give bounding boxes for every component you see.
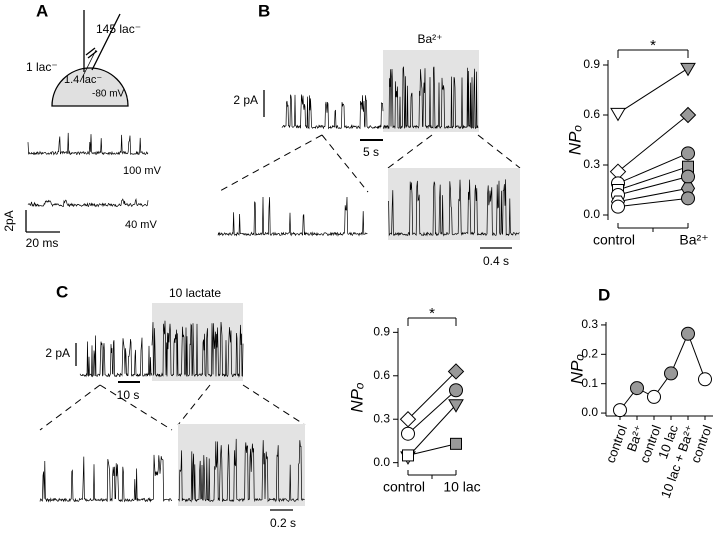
panel-label: B [258, 1, 270, 20]
marker [402, 449, 414, 462]
marker [450, 437, 462, 450]
cell-diagram [51, 10, 129, 107]
label: 0.2 s [270, 516, 296, 530]
zoom-guide [217, 134, 323, 193]
y-tick-label: 0.0 [583, 207, 600, 221]
label: 1.4 lac⁻ [64, 74, 102, 86]
trace [79, 335, 153, 378]
panel-label: D [598, 285, 610, 304]
marker [647, 389, 661, 404]
pair-line [617, 187, 689, 203]
trace [27, 197, 149, 208]
x-tick-label: 10 lac [443, 479, 480, 495]
trace [387, 179, 520, 237]
trace [151, 320, 244, 378]
zoom-guide [477, 134, 521, 169]
zoom-guide [99, 384, 173, 431]
pair-line [617, 166, 689, 191]
label: 2 pA [233, 93, 258, 107]
zoom-guide [387, 134, 433, 169]
trace [39, 454, 173, 503]
label: 2pA [2, 210, 16, 231]
y-tick-label: 0.0 [581, 405, 598, 419]
label: 0.4 s [483, 254, 509, 268]
y-axis-label: NPₒ [565, 125, 584, 155]
label: 10 lactate [169, 286, 221, 300]
line [619, 332, 706, 411]
marker [680, 62, 696, 77]
trace [382, 66, 479, 130]
y-tick-label: 0.3 [583, 157, 600, 171]
y-axis-label: NPₒ [567, 354, 586, 384]
marker [610, 107, 626, 122]
label: 5 s [363, 145, 379, 159]
significance: * [650, 37, 656, 54]
pair-line [407, 443, 457, 456]
arrow [79, 49, 97, 83]
pair-line [407, 404, 457, 458]
marker [448, 399, 464, 413]
label: 20 ms [26, 236, 59, 250]
marker [681, 146, 695, 161]
label: Ba²⁺ [417, 32, 442, 46]
label: 145 lac⁻ [96, 22, 141, 36]
zoom-guide [321, 134, 369, 193]
marker [664, 366, 678, 381]
label: 2 pA [45, 346, 70, 360]
pair-line [407, 371, 457, 420]
y-tick-label: 0.0 [373, 455, 390, 469]
pair-line [617, 197, 689, 208]
panel-label: C [56, 282, 68, 301]
marker [613, 403, 627, 418]
highlight [388, 168, 520, 240]
x-tick-label: control [593, 232, 635, 248]
y-tick-label: 0.9 [583, 57, 600, 71]
x-tick-label: control [383, 479, 425, 495]
trace [177, 438, 305, 503]
marker [630, 381, 644, 396]
pipette [91, 13, 121, 71]
marker [681, 326, 695, 341]
marker [698, 372, 712, 387]
label: 40 mV [125, 219, 157, 231]
electrode-gap [87, 50, 98, 59]
y-axis-label: NPₒ [347, 382, 366, 412]
label: -80 mV [92, 89, 125, 100]
y-tick-label: 0.3 [581, 317, 598, 331]
x-tick-label: Ba²⁺ [679, 232, 708, 248]
y-tick-label: 0.6 [373, 368, 390, 382]
zoom-guide [39, 384, 101, 431]
y-tick-label: 0.2 [581, 346, 598, 360]
label: 1 lac⁻ [26, 60, 58, 74]
zoom-guide [177, 384, 211, 426]
marker [447, 363, 465, 380]
pair-line [617, 67, 689, 114]
y-tick-label: 0.3 [373, 411, 390, 425]
trace [217, 196, 368, 237]
y-tick-label: 0.9 [373, 325, 390, 339]
pair-line [617, 114, 689, 173]
marker [679, 106, 697, 124]
label: 100 mV [123, 165, 162, 177]
trace [281, 94, 384, 130]
label: 10 s [117, 388, 140, 402]
marker [681, 169, 695, 184]
marker [449, 383, 463, 398]
trace [27, 132, 149, 156]
highlight [383, 50, 479, 132]
y-tick-label: 0.6 [583, 107, 600, 121]
zoom-guide [242, 384, 306, 426]
panel-label: A [36, 1, 48, 20]
significance: * [429, 305, 435, 322]
marker [401, 426, 415, 441]
pair-line [617, 176, 689, 196]
y-tick-label: 0.1 [581, 376, 598, 390]
marker [681, 191, 695, 206]
highlight [178, 424, 305, 506]
pair-line [617, 152, 689, 184]
marker [611, 199, 625, 214]
electrode-gap [85, 47, 96, 56]
pair-line [407, 389, 457, 435]
